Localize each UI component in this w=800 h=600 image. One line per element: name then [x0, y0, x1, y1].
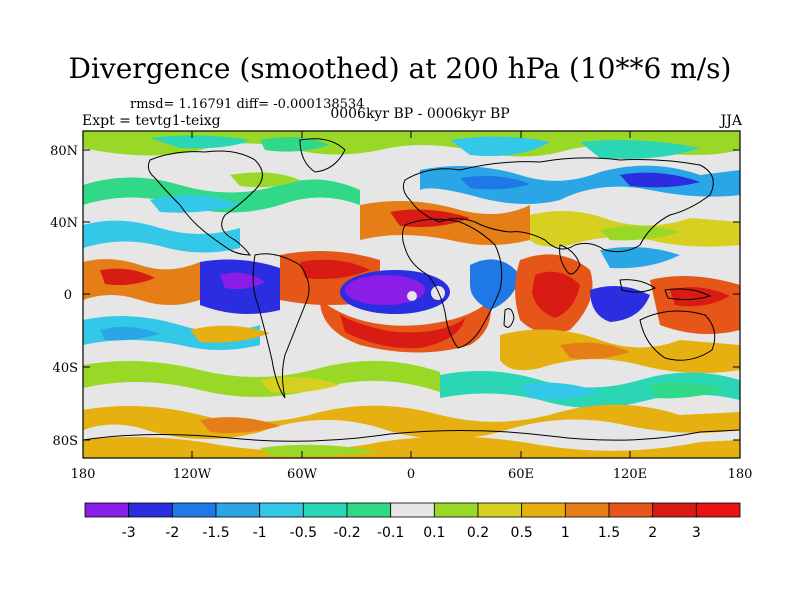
colorbar-swatch	[171, 502, 217, 518]
y-label-40s: 40S	[53, 361, 78, 376]
colorbar-label: 1.5	[598, 525, 620, 541]
x-label-120w: 120W	[173, 467, 212, 482]
map-title: Divergence (smoothed) at 200 hPa (10**6 …	[68, 52, 732, 85]
colorbar-swatch	[390, 502, 435, 518]
x-label-60e: 60E	[508, 467, 534, 482]
x-label-180e: 180	[728, 467, 753, 482]
colorbar-swatch	[215, 502, 261, 518]
colorbar-label: -0.1	[377, 525, 404, 541]
colorbar-label: -1	[253, 525, 267, 541]
experiment-label: Expt = tevtg1-teixg	[82, 113, 221, 129]
colorbar-swatch	[608, 502, 654, 518]
colorbar-label: 2	[648, 525, 657, 541]
colorbar-label: 0.1	[423, 525, 445, 541]
colorbar: -3 -2 -1.5 -1 -0.5 -0.2 -0.1 0.1 0.2 0.5 1 1.5 2 3	[84, 502, 741, 541]
colorbar-swatch	[652, 502, 697, 518]
y-label-0: 0	[64, 288, 72, 303]
colorbar-label: 1	[561, 525, 570, 541]
colorbar-swatch	[128, 502, 173, 518]
colorbar-label: -1.5	[202, 525, 229, 541]
colorbar-swatch	[302, 502, 348, 518]
colorbar-label: -2	[165, 525, 179, 541]
x-label-120e: 120E	[613, 467, 647, 482]
colorbar-swatch	[84, 502, 130, 518]
y-label-40n: 40N	[50, 216, 78, 231]
y-label-80n: 80N	[50, 144, 78, 159]
colorbar-swatch	[695, 502, 741, 518]
stats-text: rmsd= 1.16791 diff= -0.000138534	[130, 97, 365, 112]
colorbar-label: 0.5	[511, 525, 533, 541]
x-label-180w: 180	[71, 467, 96, 482]
colorbar-swatch	[346, 502, 392, 518]
colorbar-swatch	[477, 502, 523, 518]
colorbar-swatch	[564, 502, 610, 518]
y-label-80s: 80S	[53, 434, 78, 449]
divergence-field	[83, 131, 740, 458]
period-label: 0006kyr BP - 0006kyr BP	[330, 106, 510, 122]
colorbar-label: 0.2	[467, 525, 489, 541]
colorbar-swatch	[521, 502, 566, 518]
coastlines	[83, 138, 740, 442]
colorbar-label: 3	[692, 525, 701, 541]
colorbar-swatch	[259, 502, 304, 518]
colorbar-label: -3	[122, 525, 136, 541]
axis-ticks	[82, 131, 741, 458]
x-label-0: 0	[407, 467, 415, 482]
colorbar-label: -0.5	[290, 525, 317, 541]
x-label-60w: 60W	[287, 467, 318, 482]
colorbar-swatch	[433, 502, 479, 518]
season-label: JJA	[720, 113, 742, 129]
colorbar-label: -0.2	[333, 525, 360, 541]
